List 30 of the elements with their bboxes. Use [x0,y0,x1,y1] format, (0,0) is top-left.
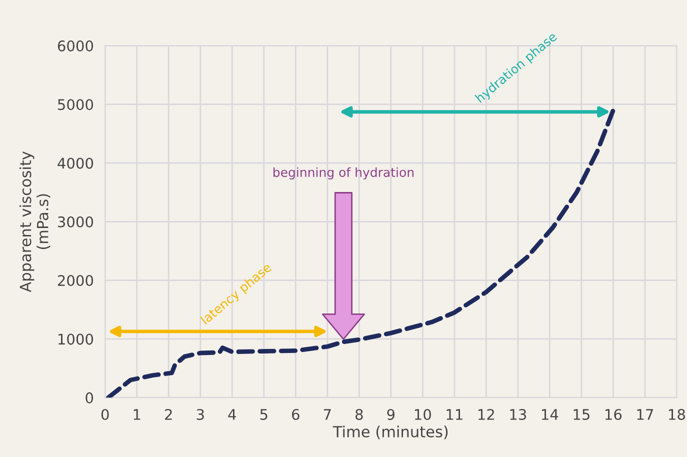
y-tick-label: 4000 [58,158,94,169]
x-tick-label: 12 [478,408,494,420]
x-tick-label: 16 [606,408,622,420]
x-tick-label: 8 [356,408,363,420]
x-tick-label: 3 [196,408,204,420]
x-tick-label: 18 [669,408,685,420]
y-tick-label: 1000 [58,334,94,345]
x-tick-label: 10 [414,408,431,420]
y-tick-label: 6000 [58,40,94,52]
y-tick-label: 0 [86,392,94,404]
x-axis-title: Time (minutes) [332,426,448,440]
y-tick-label: 2000 [58,275,94,286]
annotation: beginning of hydration [273,167,414,180]
x-tick-label: 11 [446,409,462,420]
x-tick-label: 15 [574,409,590,420]
x-tick-label: 2 [165,408,172,420]
x-tick-label: 13 [510,408,526,420]
x-tick-label: 1 [134,409,140,420]
x-tick-label: 17 [637,409,653,420]
x-tick-label: 5 [260,409,268,420]
x-tick-label: 7 [324,409,331,420]
x-tick-label: 6 [292,408,300,420]
y-tick-label: 3000 [58,216,94,228]
line-series [106,108,616,398]
x-tick-label: 0 [101,408,109,420]
x-tick-label: 14 [542,409,558,420]
y-axis-title: Apparent viscosity (mPa.s) [19,151,50,292]
y-tick-label: 5000 [58,99,94,110]
x-tick-label: 4 [228,409,236,420]
x-tick-label: 9 [387,408,395,420]
